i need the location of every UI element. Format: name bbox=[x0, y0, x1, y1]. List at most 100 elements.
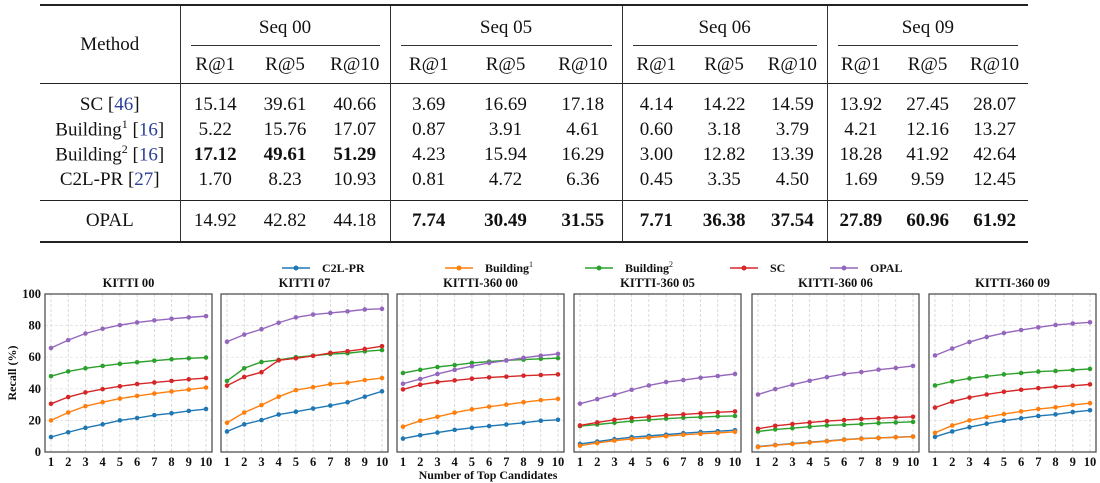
data-point bbox=[379, 389, 385, 394]
table-cell: 0.45 bbox=[621, 167, 691, 201]
data-point bbox=[362, 394, 368, 399]
table-cell: 16.69 bbox=[467, 83, 545, 117]
citation-link[interactable]: 16 bbox=[138, 119, 158, 141]
x-tick-label: 1 bbox=[48, 455, 54, 469]
panel-frame bbox=[44, 293, 213, 453]
data-point bbox=[1001, 411, 1007, 417]
x-tick-label: 9 bbox=[893, 455, 899, 469]
data-point bbox=[134, 381, 140, 387]
legend-marker bbox=[596, 265, 602, 271]
data-point bbox=[984, 392, 989, 397]
table-cell: 4.21 bbox=[826, 117, 895, 142]
data-point bbox=[663, 433, 669, 439]
panel-title: KITTI 07 bbox=[279, 276, 331, 290]
data-point bbox=[224, 383, 230, 388]
x-tick-label: 1 bbox=[224, 455, 230, 469]
data-point bbox=[910, 363, 916, 369]
data-point bbox=[932, 383, 938, 388]
data-point bbox=[435, 371, 440, 377]
series-line-c2l-pr bbox=[402, 419, 559, 440]
table-cell: 1.69 bbox=[826, 167, 895, 201]
series-line-building2 bbox=[50, 356, 207, 377]
table-cell: 37.54 bbox=[758, 200, 828, 243]
data-point bbox=[224, 420, 230, 426]
data-point bbox=[859, 416, 864, 422]
data-point bbox=[663, 379, 669, 385]
legend-label: OPAL bbox=[870, 261, 902, 275]
table-cell: 12.82 bbox=[702, 143, 746, 165]
method-superscript: 2 bbox=[121, 142, 128, 157]
data-point bbox=[224, 429, 230, 434]
citation-link[interactable]: 46 bbox=[114, 93, 134, 115]
series-line-sc bbox=[579, 410, 736, 427]
table-cell: 0.87 bbox=[389, 117, 468, 142]
data-point bbox=[594, 396, 600, 402]
data-point bbox=[65, 369, 71, 374]
data-point bbox=[646, 383, 652, 388]
data-point bbox=[1036, 413, 1041, 419]
table-cell: 30.49 bbox=[467, 200, 545, 243]
citation-link[interactable]: 16 bbox=[138, 144, 158, 166]
data-point bbox=[1001, 418, 1007, 424]
table-cell: 1.70 bbox=[179, 167, 250, 201]
table-cell: 27.89 bbox=[826, 200, 895, 243]
x-tick-label: 3 bbox=[789, 455, 795, 469]
data-point bbox=[504, 402, 509, 407]
data-point bbox=[538, 353, 544, 358]
data-point bbox=[681, 432, 686, 438]
data-point bbox=[949, 346, 955, 351]
data-point bbox=[152, 318, 157, 323]
x-tick-label: 5 bbox=[469, 455, 475, 469]
data-point bbox=[984, 414, 989, 420]
metric-header: R@5 bbox=[704, 53, 744, 75]
table-cell: 17.12 bbox=[179, 142, 250, 167]
data-point bbox=[100, 386, 105, 392]
data-point bbox=[100, 422, 105, 427]
data-point bbox=[807, 378, 812, 384]
data-point bbox=[715, 413, 721, 419]
legend-label: Building2 bbox=[625, 260, 673, 275]
data-point bbox=[400, 370, 406, 376]
data-point bbox=[469, 363, 475, 369]
data-point bbox=[486, 375, 492, 380]
data-point bbox=[65, 337, 71, 343]
data-point bbox=[152, 380, 157, 385]
data-point bbox=[134, 415, 140, 421]
x-tick-label: 2 bbox=[949, 455, 955, 469]
data-point bbox=[203, 385, 209, 390]
y-tick-label: 100 bbox=[22, 287, 41, 301]
data-point bbox=[65, 410, 71, 415]
data-point bbox=[328, 310, 333, 316]
data-point bbox=[117, 383, 123, 389]
data-point bbox=[555, 351, 561, 357]
data-point bbox=[452, 427, 457, 433]
data-point bbox=[117, 396, 123, 401]
data-point bbox=[1087, 319, 1093, 325]
data-point bbox=[594, 440, 600, 446]
x-tick-label: 2 bbox=[417, 455, 423, 469]
table-cell: 42.82 bbox=[250, 200, 320, 243]
data-point bbox=[681, 415, 686, 421]
x-tick-label: 9 bbox=[538, 455, 544, 469]
data-point bbox=[932, 353, 938, 358]
citation-link[interactable]: 27 bbox=[134, 168, 154, 190]
data-point bbox=[65, 394, 71, 400]
data-point bbox=[612, 438, 617, 443]
table-cell: 17.07 bbox=[333, 118, 377, 140]
data-point bbox=[100, 326, 105, 332]
data-point bbox=[681, 377, 686, 383]
series-line-opal bbox=[757, 365, 914, 396]
series-line-building1 bbox=[579, 431, 736, 447]
table-cell: 5.22 bbox=[179, 117, 250, 142]
data-point bbox=[435, 364, 440, 370]
x-tick-label: 5 bbox=[117, 455, 123, 469]
data-point bbox=[310, 384, 316, 390]
data-point bbox=[504, 422, 509, 427]
data-point bbox=[538, 372, 544, 378]
panel-title: KITTI-360 06 bbox=[798, 276, 873, 290]
data-point bbox=[134, 320, 140, 325]
method-name: C2L-PR [27] bbox=[59, 168, 160, 190]
table-row: OPAL 14.92 42.82 44.18 7.74 30.49 31.55 7.71 36.… bbox=[40, 200, 1029, 243]
data-point bbox=[134, 393, 140, 399]
series-line-building2 bbox=[402, 357, 559, 374]
